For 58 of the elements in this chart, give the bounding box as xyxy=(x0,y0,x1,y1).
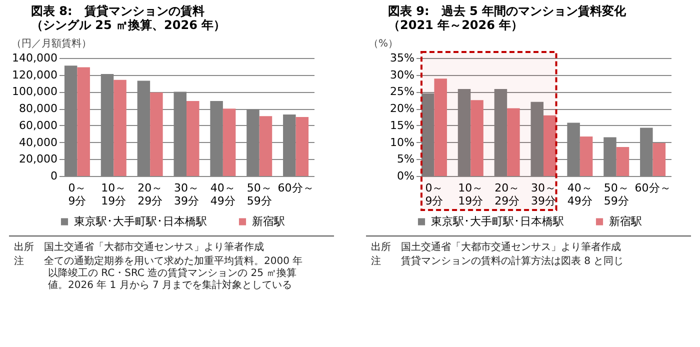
bar xyxy=(652,142,666,176)
chart-subtitle: （シングル 25 ㎡換算、2026 年） xyxy=(31,18,226,32)
y-tick-label: 25% xyxy=(390,85,414,98)
legend-label: 東京駅･大手町駅･日本橋駅 xyxy=(431,214,564,228)
legend-label: 東京駅･大手町駅･日本橋駅 xyxy=(74,214,207,228)
bar xyxy=(544,115,556,176)
x-tick-label: 0～ 9分 xyxy=(425,182,444,208)
chart-title: 図表 9: 過去 5 年間のマンション賃料変化 xyxy=(388,4,628,18)
y-tick-label: 0 xyxy=(50,170,58,182)
legend-label: 新宿駅 xyxy=(252,214,285,228)
y-tick-label: 20,000 xyxy=(19,152,58,166)
y-tick-label: 140,000 xyxy=(12,52,58,64)
bar xyxy=(470,100,484,176)
x-tick-label: 30～ 39分 xyxy=(174,182,199,208)
x-tick-label: 60分～ xyxy=(278,182,314,194)
text: 出所 国土交通省「大都市交通センサス」より筆者作成 xyxy=(14,241,264,253)
bar xyxy=(580,136,593,176)
x-tick-label: 40～ 49分 xyxy=(567,182,592,208)
y-tick-label: 40,000 xyxy=(19,136,58,149)
bar xyxy=(296,117,309,176)
text: 出所 国土交通省「大都市交通センサス」より筆者作成 xyxy=(371,241,621,253)
bar xyxy=(222,108,236,176)
bar xyxy=(77,67,90,176)
y-tick-label: 20% xyxy=(390,102,414,116)
y-tick-label: 100,000 xyxy=(12,85,58,98)
bar xyxy=(507,108,520,176)
y-axis-title: （円／月額賃料） xyxy=(12,38,92,50)
x-tick-label: 10～ 19分 xyxy=(101,182,126,208)
x-tick-label: 50～ 59分 xyxy=(246,182,272,208)
x-tick-label: 20～ 29分 xyxy=(494,182,520,208)
bar xyxy=(186,100,200,176)
text: 注 全ての通勤定期券を用いて求めた加重平均賃料。2000 年以降竣工の RC・SRC 造の賃貸マンションの 25 ㎡換算値。2026 年 1 月から 7 月までを集計対象としている xyxy=(14,255,303,291)
x-tick-label: 20～ 29分 xyxy=(138,182,163,208)
bar xyxy=(114,80,126,176)
y-tick-label: 80,000 xyxy=(19,102,58,116)
legend-label: 新宿駅 xyxy=(609,214,642,228)
y-tick-label: 15% xyxy=(390,118,414,132)
x-tick-label: 10～ 19分 xyxy=(458,182,484,208)
x-tick-label: 30～ 39分 xyxy=(531,182,556,208)
chart-subtitle: （2021 年～2026 年） xyxy=(388,18,524,32)
x-tick-label: 50～ 59分 xyxy=(604,182,629,208)
x-tick-label: 60分～ xyxy=(634,182,671,194)
y-axis-title: （%） xyxy=(368,38,398,50)
y-tick-label: 5% xyxy=(397,152,414,166)
text: 注 賃貸マンションの賃料の計算方法は図表 8 と同じ xyxy=(371,255,624,267)
x-tick-label: 0～ 9分 xyxy=(68,182,86,208)
y-tick-label: 35% xyxy=(390,52,414,64)
y-tick-label: 30% xyxy=(390,68,414,82)
y-tick-label: 10% xyxy=(390,136,414,149)
bar xyxy=(259,116,272,176)
x-tick-label: 40～ 49分 xyxy=(210,182,236,208)
y-tick-label: 60,000 xyxy=(19,118,58,132)
y-tick-label: 120,000 xyxy=(12,68,58,82)
bar xyxy=(616,147,630,176)
bar xyxy=(434,78,447,176)
y-tick-label: 0% xyxy=(397,170,414,182)
chart-title: 図表 8: 賃貸マンションの賃料 xyxy=(31,4,204,18)
bar xyxy=(150,92,163,176)
